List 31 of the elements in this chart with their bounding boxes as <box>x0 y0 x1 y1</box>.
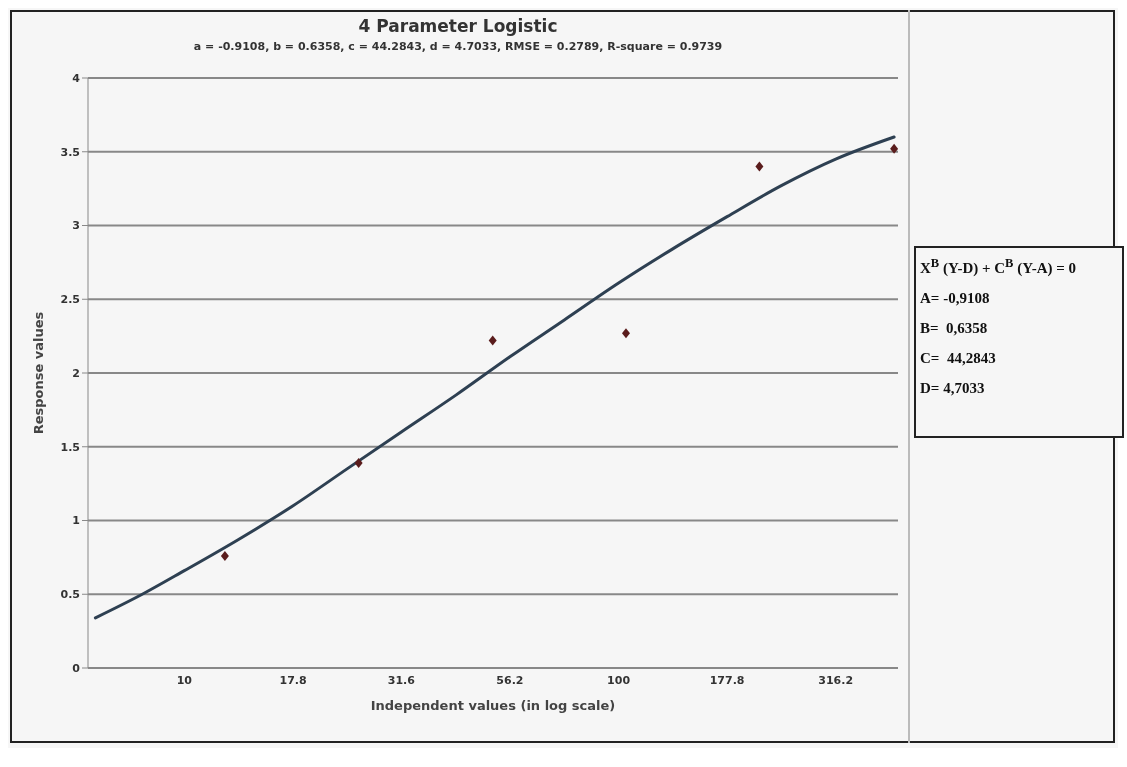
y-tick-label: 0 <box>72 661 81 675</box>
x-tick-label: 31.6 <box>387 673 416 687</box>
y-tick-label: 4 <box>72 71 81 85</box>
y-tick-label: 3 <box>72 219 80 233</box>
text: B= 0,6358 <box>920 320 989 337</box>
point <box>220 550 229 561</box>
x-tick-label: 17.8 <box>279 673 307 687</box>
x-tick-label: 10 <box>176 673 193 687</box>
y-tick-label: 1.5 <box>60 440 80 454</box>
y-tick-label: 1 <box>72 514 80 528</box>
point <box>755 161 764 172</box>
chart-title: 4 Parameter Logistic <box>357 16 559 36</box>
x-axis-title: Independent values (in log scale) <box>370 698 616 713</box>
x-tick-label: 56.2 <box>496 673 524 687</box>
chart-subtitle: a = -0.9108, b = 0.6358, c = 44.2843, d = 4.7033, RMSE = 0.2789, R-square = 0.9739 <box>192 40 724 53</box>
text: D= 4,7033 <box>920 380 986 397</box>
x-tick-label: 316.2 <box>818 673 854 687</box>
text: C= 44,2843 <box>920 350 997 367</box>
x-tick-label: 100 <box>607 673 631 687</box>
text: A= -0,9108 <box>920 290 991 307</box>
y-tick-label: 2.5 <box>60 293 80 307</box>
y-tick-label: 3.5 <box>60 145 80 159</box>
point <box>354 457 363 468</box>
text: X$^{B}$ (Y-D) + C$^{B}$ (Y-A) = 0 <box>920 256 1077 277</box>
point <box>621 328 630 339</box>
point <box>488 335 497 346</box>
x-tick-label: 177.8 <box>709 673 745 687</box>
point <box>890 143 898 154</box>
y-tick-label: 2 <box>72 366 80 380</box>
y-tick-label: 0.5 <box>60 588 80 602</box>
y-axis-title: Response values <box>30 311 46 435</box>
